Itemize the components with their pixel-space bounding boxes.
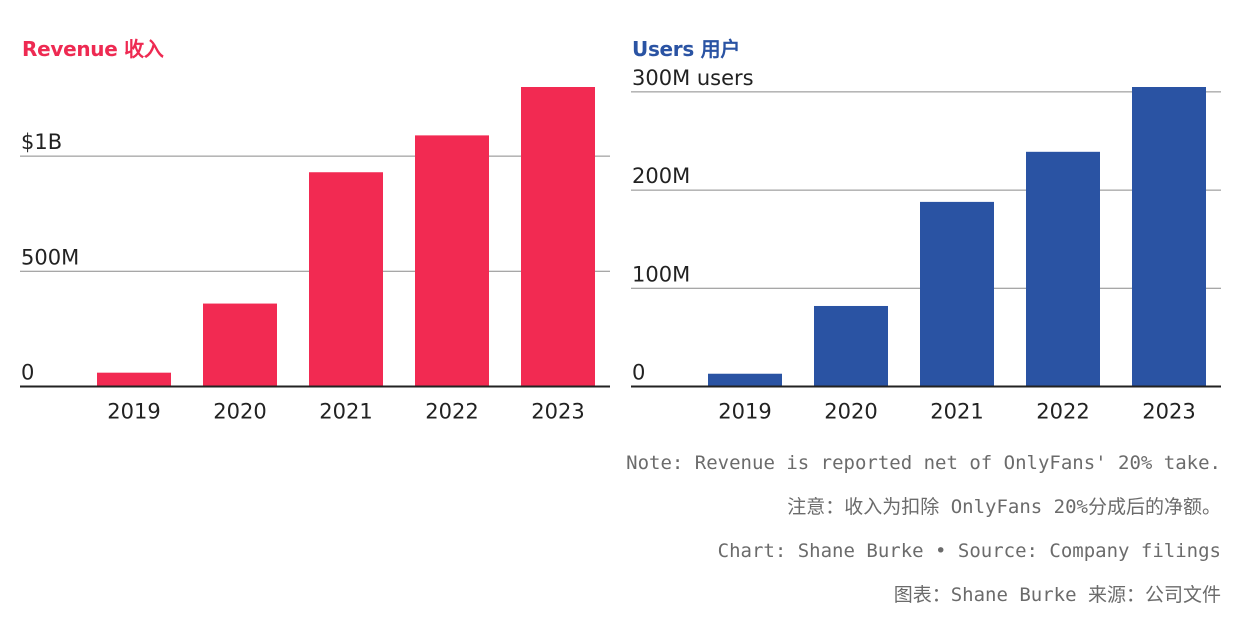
x-tick-label: 2020 <box>824 400 877 424</box>
note-english: Note: Revenue is reported net of OnlyFan… <box>626 452 1221 474</box>
x-tick-label: 2021 <box>930 400 983 424</box>
bar-2019 <box>708 373 782 387</box>
bar-2019 <box>97 372 171 387</box>
revenue-chart: Revenue 收入 0 500M $1B 2019 2020 2021 2022 2023 <box>0 0 620 440</box>
note-chinese: 注意：收入为扣除 OnlyFans 20%分成后的净额。 <box>787 496 1221 518</box>
credit-chinese: 图表：Shane Burke 来源：公司文件 <box>893 584 1221 606</box>
x-tick-label: 2023 <box>531 400 584 424</box>
bar-2023 <box>521 87 595 387</box>
y-tick-label: 0 <box>632 361 645 385</box>
revenue-chart-title: Revenue 收入 <box>22 37 164 61</box>
y-tick-label: 200M <box>632 164 690 188</box>
bar-2022 <box>415 135 489 387</box>
revenue-plot: 0 500M $1B 2019 2020 2021 2022 2023 <box>20 87 610 424</box>
x-tick-label: 2019 <box>107 400 160 424</box>
y-tick-label: 0 <box>21 361 34 385</box>
x-tick-label: 2023 <box>1142 400 1195 424</box>
users-chart: Users 用户 0 100M 200M 300M users 2019 2020 2021… <box>620 0 1251 440</box>
x-tick-label: 2021 <box>319 400 372 424</box>
x-tick-label: 2020 <box>213 400 266 424</box>
y-tick-label: $1B <box>21 130 62 154</box>
bar-2023 <box>1132 87 1206 387</box>
y-tick-label: 300M users <box>632 66 754 90</box>
x-tick-label: 2022 <box>425 400 478 424</box>
users-chart-title: Users 用户 <box>632 37 741 61</box>
users-plot: 0 100M 200M 300M users 2019 2020 2021 2022 2023 <box>631 66 1221 424</box>
chart-notes: Note: Revenue is reported net of OnlyFan… <box>626 450 1221 626</box>
y-tick-label: 500M <box>21 245 79 269</box>
credit-english: Chart: Shane Burke • Source: Company fil… <box>717 540 1221 562</box>
x-tick-label: 2022 <box>1036 400 1089 424</box>
bar-2021 <box>309 172 383 387</box>
y-tick-label: 100M <box>632 262 690 286</box>
bar-2021 <box>920 201 994 387</box>
bar-2020 <box>203 303 277 387</box>
bar-2020 <box>814 305 888 387</box>
bar-2022 <box>1026 151 1100 387</box>
x-tick-label: 2019 <box>718 400 771 424</box>
